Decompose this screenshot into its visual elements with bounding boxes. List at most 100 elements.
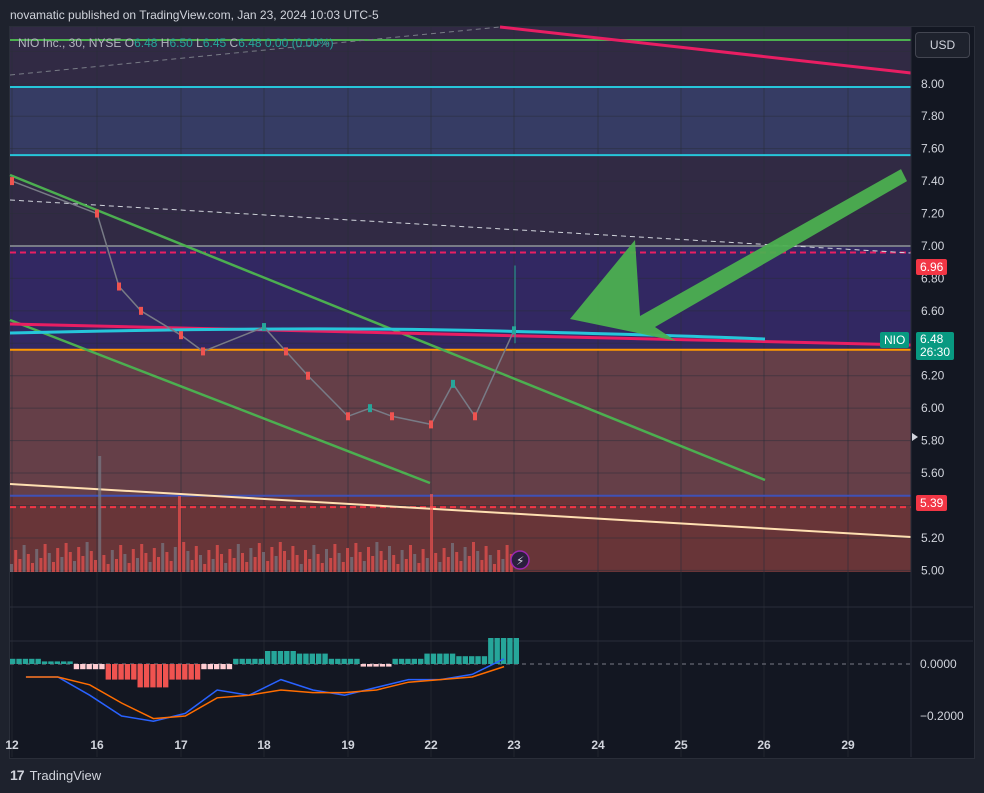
volume-bar: [39, 558, 43, 572]
currency-button[interactable]: USD: [915, 32, 970, 58]
volume-bar: [182, 542, 186, 572]
macd-histogram-bar: [290, 651, 296, 664]
volume-bar: [127, 563, 131, 572]
volume-bar: [10, 564, 13, 572]
price-point: [284, 347, 288, 356]
red-zone: [10, 495, 911, 572]
event-icon: [510, 550, 530, 570]
macd-histogram-bar: [131, 664, 137, 680]
x-axis-label: 24: [591, 738, 605, 752]
macd-histogram-bar: [309, 653, 315, 664]
volume-bar: [18, 559, 22, 572]
volume-bar: [299, 564, 303, 572]
volume-bar: [144, 553, 148, 572]
price-point: [473, 412, 477, 421]
volume-bar: [316, 554, 320, 572]
red-trendline-upper: [499, 25, 912, 75]
macd-histogram-bar: [143, 664, 150, 688]
price-tag-lower: 5.39: [916, 495, 948, 511]
x-axis-label: 25: [674, 738, 688, 752]
volume-bar: [312, 545, 316, 572]
volume-bar: [203, 564, 207, 572]
volume-bar: [119, 545, 123, 572]
volume-bar: [98, 456, 102, 572]
volume-bar: [304, 550, 307, 572]
volume-bar: [295, 555, 299, 572]
volume-bar: [396, 564, 400, 572]
macd-histogram-bar: [405, 658, 411, 664]
volume-bar: [262, 552, 265, 572]
macd-histogram-bar: [252, 658, 258, 664]
low-label: L: [196, 36, 203, 50]
price-point: [512, 326, 516, 335]
volume-bar: [337, 553, 341, 572]
volume-bar: [350, 557, 354, 572]
volume-bar: [493, 564, 496, 572]
macd-histogram-bar: [360, 664, 366, 667]
macd-histogram-bar: [367, 664, 373, 667]
volume-bar: [434, 553, 438, 572]
volume-bar: [291, 546, 295, 572]
y-axis-label: 8.00: [921, 77, 945, 91]
volume-bar: [354, 543, 358, 572]
volume-bar: [245, 562, 249, 572]
volume-bar: [329, 558, 333, 572]
macd-axis-label: 0.0000: [920, 657, 957, 671]
volume-bar: [102, 555, 106, 572]
volume-bar: [173, 547, 177, 572]
macd-histogram-bar: [322, 653, 328, 664]
volume-bar: [85, 542, 89, 572]
volume-bar: [47, 553, 51, 572]
y-axis-label: 7.40: [921, 174, 945, 188]
volume-bar: [278, 542, 282, 572]
macd-histogram-bar: [214, 664, 220, 670]
volume-bar: [325, 549, 328, 572]
symbol-name: NIO Inc., 30, NYSE: [18, 36, 122, 50]
volume-bar: [472, 542, 475, 572]
red-trendline: [9, 322, 912, 347]
y-axis-label: 6.00: [921, 401, 945, 415]
macd-histogram-bar: [156, 664, 162, 688]
green-channel-upper: [9, 173, 766, 482]
volume-bar: [430, 494, 433, 572]
volume-bar: [68, 552, 72, 572]
macd-histogram-bar: [48, 661, 54, 664]
x-axis-label: 23: [507, 738, 521, 752]
macd-axis-label: −0.2000: [920, 709, 964, 723]
x-axis-label: 22: [424, 738, 438, 752]
volume-bar: [266, 561, 270, 572]
macd-histogram-bar: [150, 664, 156, 688]
volume-bar: [60, 557, 64, 572]
volume-bar: [207, 550, 211, 572]
macd-histogram-bar: [258, 658, 264, 664]
volume-bar: [287, 560, 291, 572]
macd-histogram-bar: [316, 653, 322, 664]
macd-histogram-bar: [462, 656, 468, 664]
volume-bar: [81, 556, 85, 572]
volume-bar: [249, 548, 253, 572]
volume-bar: [152, 548, 156, 572]
macd-histogram-bar: [61, 661, 67, 664]
macd-histogram-bar: [239, 658, 245, 664]
macd-histogram-bar: [481, 656, 488, 664]
high-label: H: [160, 36, 170, 50]
tradingview-logo-icon: 17: [10, 767, 25, 783]
volume-bar: [320, 563, 324, 572]
macd-histogram-bar: [335, 658, 341, 664]
signal-line: [25, 665, 505, 720]
volume-bar: [64, 543, 68, 572]
volume-bar: [211, 559, 215, 572]
volume-bar: [56, 548, 60, 572]
macd-histogram-bar: [175, 664, 182, 680]
volume-bar: [358, 552, 362, 572]
volume-bar: [455, 552, 459, 572]
macd-histogram-bar: [137, 664, 143, 688]
volume-bar: [232, 558, 236, 572]
macd-histogram-bar: [507, 638, 513, 664]
y-axis-label: 6.60: [921, 304, 945, 318]
macd-histogram-bar: [379, 664, 386, 667]
macd-histogram-bar: [80, 664, 86, 670]
volume-bar: [425, 558, 429, 572]
volume-bar: [346, 548, 349, 572]
